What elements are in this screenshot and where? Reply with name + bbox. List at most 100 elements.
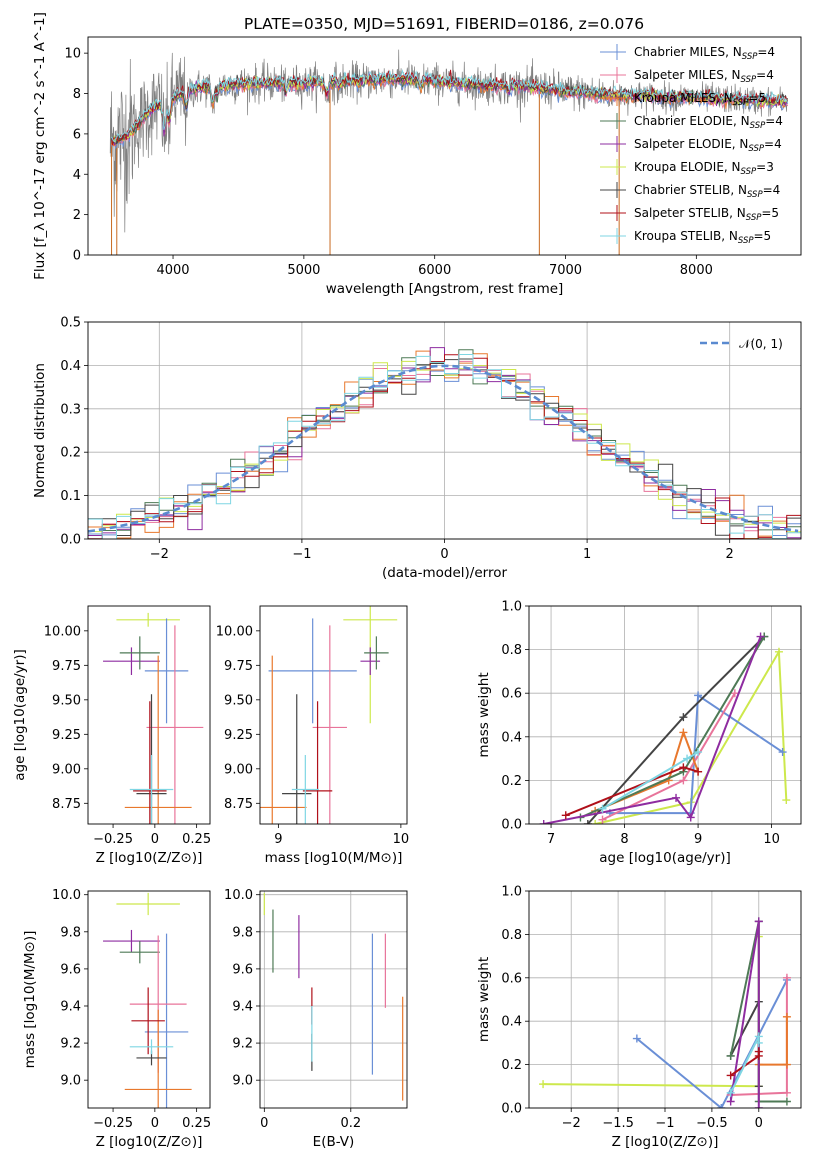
y-tick-label: 0.3 xyxy=(60,402,81,417)
weight-marker xyxy=(756,632,765,641)
errorbar-point-0 xyxy=(116,612,180,627)
y-tick-label: 9.00 xyxy=(224,762,253,777)
weight-marker xyxy=(598,804,607,813)
weight-marker xyxy=(782,973,791,982)
weight-marker xyxy=(782,1060,791,1069)
plot-area xyxy=(539,917,791,1108)
x-tick-label: 0.25 xyxy=(182,832,211,847)
axes-frame xyxy=(87,605,211,825)
legend-label: Kroupa ELODIE, NSSP=3 xyxy=(634,160,774,177)
legend-label-sub: SSP xyxy=(742,52,758,62)
y-tick-label: 10.0 xyxy=(224,888,253,903)
legend-entry-3: Chabrier ELODIE, NSSP=4 xyxy=(600,113,783,131)
errorbar-point-8 xyxy=(291,755,319,824)
errorbar-point-7 xyxy=(131,987,165,1055)
x-tick-label: 0 xyxy=(151,1116,159,1131)
legend-label-sub: SSP xyxy=(750,121,766,131)
y-axis-label: mass weight xyxy=(476,957,492,1042)
y-axis-label: Normed distribution xyxy=(32,363,48,498)
weight-marker xyxy=(782,1088,791,1097)
axes-frame xyxy=(87,321,802,540)
weight-marker xyxy=(754,1104,763,1108)
weight-series-0 xyxy=(543,936,760,1088)
weight-marker xyxy=(539,820,548,824)
y-tick-label: 9.4 xyxy=(60,999,81,1014)
legend-label-main: Salpeter MILES, N xyxy=(634,68,741,82)
errorbar-point-5 xyxy=(124,1009,192,1108)
y-tick-label: 0.1 xyxy=(60,489,81,504)
legend-entry-4: Salpeter ELODIE, NSSP=4 xyxy=(600,136,782,154)
x-axis-label: (data-model)/error xyxy=(382,565,508,581)
weight-marker xyxy=(782,1012,791,1021)
x-tick-label: 0 xyxy=(440,547,448,562)
errorbar-point-1 xyxy=(103,929,160,953)
legend-label-sub: SSP xyxy=(747,190,763,200)
panel-3: 9 10 8.75 9.00 9.25 9.50 9.75 10.00 mass [log10(… xyxy=(216,605,409,866)
y-tick-label: 8.75 xyxy=(224,797,253,812)
errorbar-point-3 xyxy=(268,618,357,724)
y-axis-label: age [log10(age/yr)] xyxy=(12,649,28,781)
x-tick-label: 9 xyxy=(274,832,282,847)
x-tick-label: −2 xyxy=(150,547,169,562)
legend-label-suffix: =4 xyxy=(765,114,783,128)
legend-label: Kroupa MILES, NSSP=5 xyxy=(634,91,766,108)
errorbar-point-7 xyxy=(302,701,333,824)
x-tick-label: 0 xyxy=(260,1116,268,1131)
axes-frame xyxy=(528,890,802,1109)
y-tick-label: 0.2 xyxy=(501,774,522,789)
legend-label: Chabrier ELODIE, NSSP=4 xyxy=(634,114,783,131)
legend-label: Salpeter MILES, NSSP=4 xyxy=(634,68,774,85)
y-tick-label: 0.0 xyxy=(501,1102,522,1117)
legend-label-suffix: =3 xyxy=(756,160,774,174)
y-tick-label: 0.6 xyxy=(501,687,522,702)
plot-area xyxy=(103,612,204,824)
model-spectrum-1 xyxy=(111,74,789,147)
x-tick-label: 2 xyxy=(726,547,734,562)
legend-label-sub: SSP xyxy=(746,213,762,223)
legend-label: Salpeter ELODIE, NSSP=4 xyxy=(634,137,782,154)
y-tick-label: 0.8 xyxy=(501,643,522,658)
weight-marker xyxy=(683,754,692,763)
plot-area xyxy=(103,892,192,1108)
x-tick-label: 0.25 xyxy=(182,1116,211,1131)
plot-area xyxy=(88,347,801,539)
y-tick-label: 9.2 xyxy=(60,1037,81,1052)
errorbar-point-2 xyxy=(119,941,160,964)
x-tick-label: 8 xyxy=(620,832,628,847)
x-tick-label: 1 xyxy=(583,547,591,562)
errorbar-point-1 xyxy=(360,647,381,675)
legend-entry-8: Kroupa STELIB, NSSP=5 xyxy=(600,228,771,246)
weight-marker xyxy=(694,767,703,776)
x-axis-label: E(B-V) xyxy=(313,1134,355,1150)
y-axis-label: mass weight xyxy=(476,672,492,757)
legend-entry-6: Chabrier STELIB, NSSP=4 xyxy=(600,182,780,200)
weight-marker xyxy=(694,748,703,757)
gaussian-curve xyxy=(88,364,799,533)
plot-area xyxy=(260,606,398,824)
legend-label-sub: SSP xyxy=(733,98,749,108)
y-tick-label: 9.8 xyxy=(232,925,253,940)
y-tick-label: 0.8 xyxy=(501,928,522,943)
y-axis-label: Flux [f_λ 10^-17 erg cm^-2 s^-1 A^-1] xyxy=(32,12,48,280)
weight-marker xyxy=(583,820,592,824)
weight-series-6 xyxy=(729,921,760,1108)
errorbar-point-2 xyxy=(364,636,389,670)
y-tick-label: 8 xyxy=(73,87,81,102)
errorbar-point-0 xyxy=(116,892,180,916)
panel-2: −0.25 0 0.25 8.75 9.00 9.25 9.50 9.75 10.00 Z [lo… xyxy=(12,605,211,866)
x-tick-label: −1 xyxy=(292,547,311,562)
errorbar-point-3 xyxy=(144,618,189,724)
y-tick-label: 9.50 xyxy=(224,693,253,708)
legend-entry-1: Salpeter MILES, NSSP=4 xyxy=(600,67,774,85)
plot-area xyxy=(263,892,404,1101)
legend-label: Chabrier MILES, NSSP=4 xyxy=(634,45,775,62)
x-axis-label: age [log10(age/yr)] xyxy=(599,850,731,866)
y-tick-label: 9.2 xyxy=(232,1037,253,1052)
legend-label: Salpeter STELIB, NSSP=5 xyxy=(634,206,779,223)
y-tick-label: 9.6 xyxy=(60,962,81,977)
weight-marker xyxy=(632,1034,641,1043)
weight-marker xyxy=(782,1097,791,1106)
weight-marker xyxy=(694,691,703,700)
panel-6: 0 0.2 9.0 9.2 9.4 9.6 9.8 10.0 E(B-V) xyxy=(224,888,408,1150)
weight-series-6 xyxy=(543,636,762,824)
